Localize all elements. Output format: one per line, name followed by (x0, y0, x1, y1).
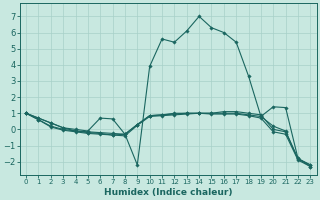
X-axis label: Humidex (Indice chaleur): Humidex (Indice chaleur) (104, 188, 232, 197)
